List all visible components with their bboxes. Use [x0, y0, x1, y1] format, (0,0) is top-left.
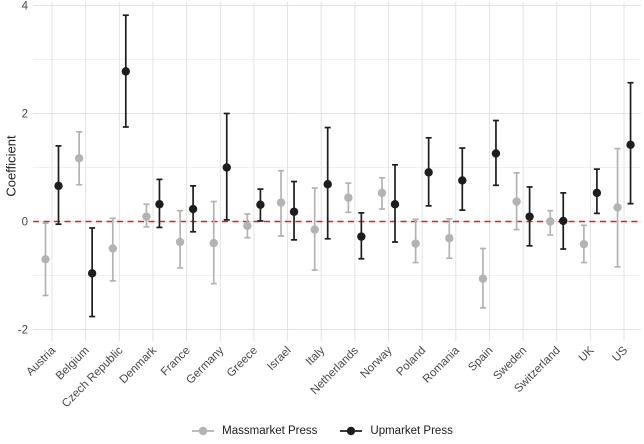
- point: [525, 212, 534, 221]
- x-tick-label: Israel: [265, 345, 293, 373]
- point: [108, 244, 118, 253]
- point: [377, 188, 387, 198]
- x-tick-label: Greece: [225, 345, 260, 380]
- x-tick-label: US: [610, 344, 630, 364]
- point: [54, 181, 63, 191]
- y-axis-title: Coefficient: [3, 135, 19, 197]
- point: [559, 216, 568, 226]
- point: [175, 237, 185, 247]
- point: [512, 197, 521, 206]
- point: [222, 163, 231, 172]
- point: [276, 198, 286, 207]
- x-tick-label: France: [159, 345, 193, 379]
- point: [344, 193, 353, 202]
- x-tick-label: Italy: [304, 344, 328, 368]
- point: [626, 140, 635, 150]
- point: [155, 200, 164, 209]
- point: [289, 207, 299, 216]
- x-tick-label: Romania: [421, 344, 462, 385]
- legend-item-massmarket: Massmarket Press: [191, 424, 317, 438]
- point: [310, 225, 319, 234]
- point: [579, 239, 589, 249]
- point: [41, 255, 50, 264]
- point: [390, 200, 400, 209]
- point: [424, 168, 433, 177]
- x-tick-label: Spain: [466, 345, 495, 374]
- y-tick-label: 2: [22, 109, 28, 121]
- point: [209, 238, 218, 248]
- x-tick-label: Denmark: [118, 344, 160, 386]
- point: [74, 154, 84, 163]
- point: [87, 269, 97, 278]
- x-tick-label: Poland: [394, 345, 428, 379]
- point: [411, 239, 420, 248]
- x-tick-label: Germany: [184, 344, 226, 386]
- point: [491, 149, 501, 158]
- point: [357, 232, 366, 241]
- y-tick-label: 4: [22, 1, 29, 13]
- x-tick-label: Norway: [359, 344, 395, 380]
- point: [243, 221, 252, 231]
- x-tick-label: Czech Republic: [60, 344, 126, 410]
- y-tick-label: -2: [18, 325, 28, 337]
- point: [256, 200, 265, 209]
- x-tick-label: UK: [577, 344, 597, 364]
- upmarket-key-icon: [340, 426, 363, 436]
- point: [323, 180, 332, 189]
- legend-label-massmarket: Massmarket Press: [222, 425, 318, 437]
- point: [478, 274, 488, 283]
- point: [142, 212, 151, 221]
- point: [445, 234, 454, 243]
- point: [613, 203, 622, 212]
- point: [546, 217, 555, 226]
- point: [458, 176, 467, 185]
- point: [188, 204, 198, 214]
- point: [121, 67, 130, 76]
- point: [592, 188, 602, 198]
- massmarket-key-icon: [192, 426, 215, 436]
- legend: Massmarket Press Upmarket Press: [0, 421, 644, 441]
- legend-item-upmarket: Upmarket Press: [339, 424, 453, 438]
- legend-label-upmarket: Upmarket Press: [370, 425, 453, 437]
- y-tick-label: 0: [22, 217, 28, 229]
